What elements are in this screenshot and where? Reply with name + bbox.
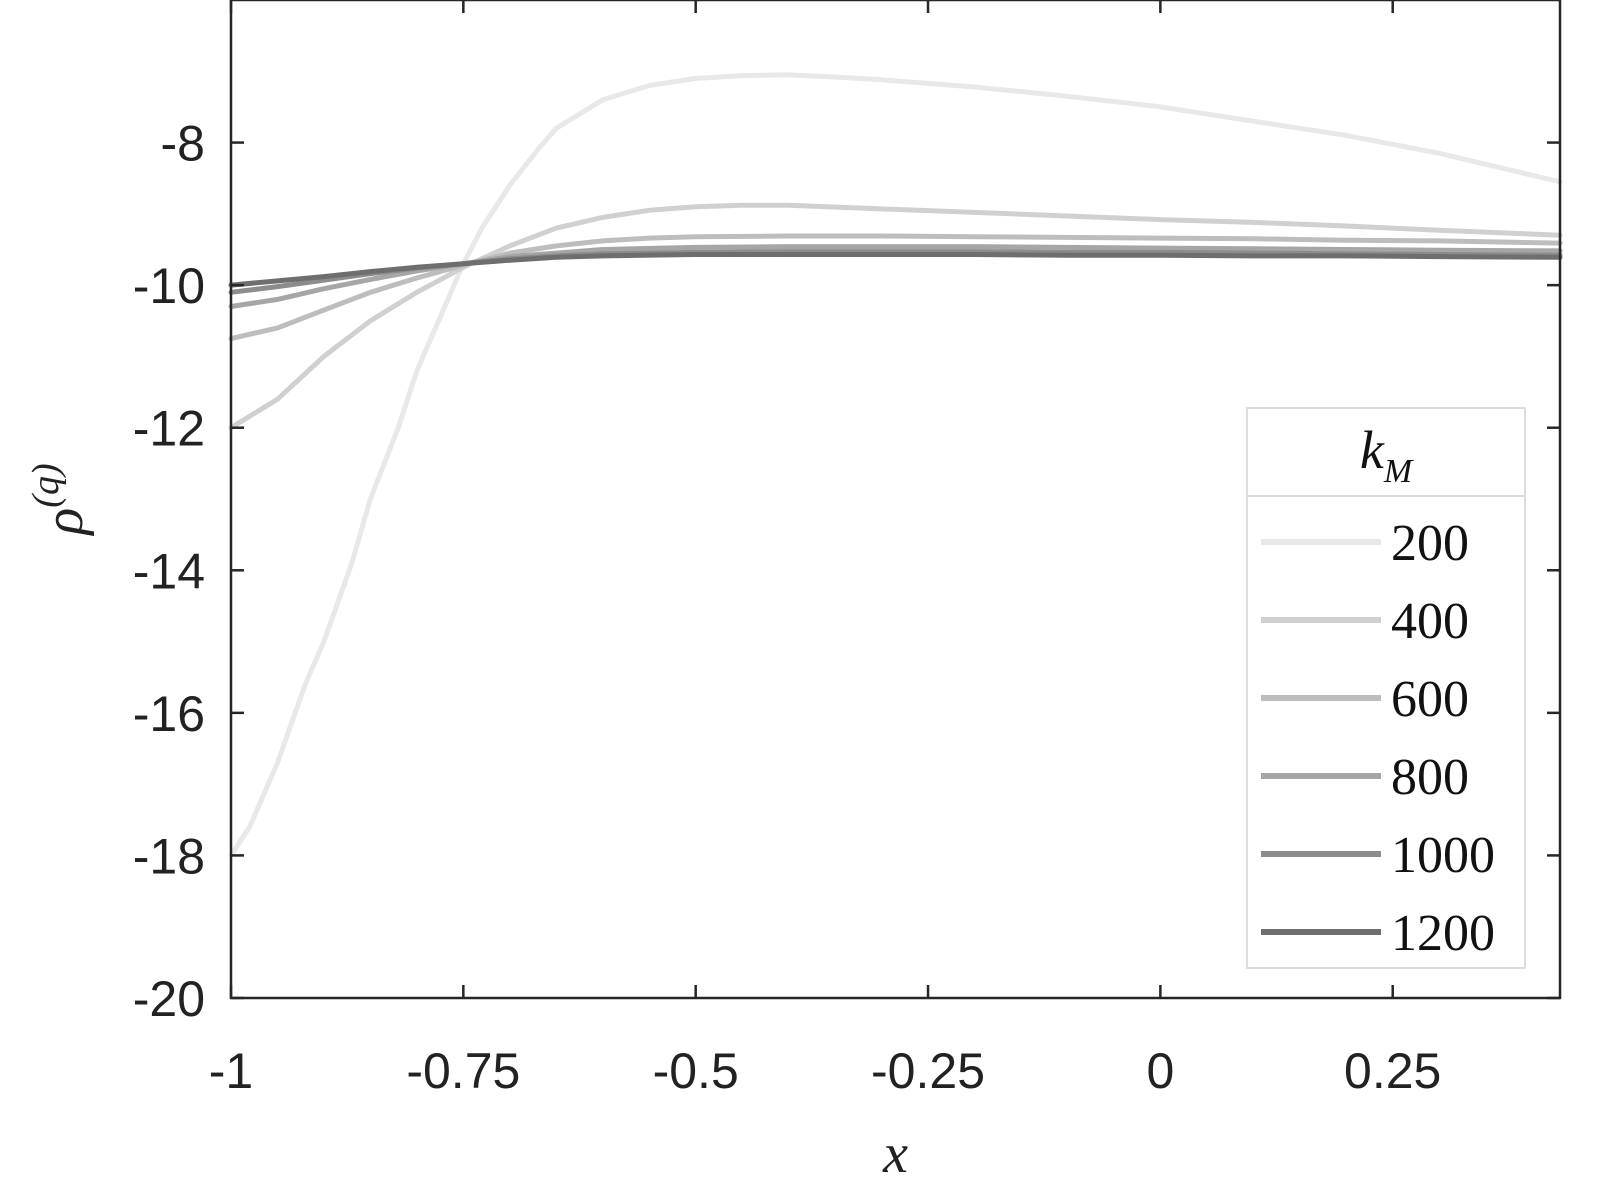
y-axis-label: ρ(q) [25, 463, 95, 536]
series-line-400 [228, 202, 1563, 431]
series-lines [228, 72, 1563, 858]
y-tick-labels: -20 -18 -16 -14 -12 -10 -8 [133, 116, 205, 1027]
legend-label-600: 600 [1391, 671, 1469, 728]
legend-title-subscript: M [1383, 453, 1414, 490]
y-tick-label: -20 [133, 971, 205, 1027]
legend-title-base: k [1360, 420, 1385, 480]
y-tick-label: -12 [133, 401, 205, 457]
series-line-200 [228, 72, 1563, 858]
x-tick-label: -0.5 [653, 1043, 739, 1099]
y-axis-label-superscript: (q) [25, 463, 67, 507]
x-tick-labels: -1 -0.75 -0.5 -0.25 0 0.25 [209, 1043, 1442, 1099]
legend-label-1000: 1000 [1391, 827, 1495, 884]
legend-box [1246, 407, 1526, 969]
x-tick-label: 0 [1146, 1043, 1174, 1099]
legend-label-800: 800 [1391, 749, 1469, 806]
x-axis-label: x [882, 1123, 908, 1185]
y-tick-label: -10 [133, 258, 205, 314]
y-tick-label: -16 [133, 686, 205, 742]
series-line-800 [228, 244, 1563, 309]
plot-frame [229, 0, 1562, 1000]
legend-label-200: 200 [1391, 515, 1469, 572]
x-tick-label: -0.75 [406, 1043, 520, 1099]
y-axis-label-base: ρ [33, 508, 95, 537]
svg-text:ρ(q): ρ(q) [25, 463, 95, 536]
axis-ticks [229, 0, 1560, 1000]
series-line-1200 [228, 252, 1563, 288]
legend-items: 200 400 600 800 1000 1200 [1261, 515, 1495, 962]
legend-label-400: 400 [1391, 593, 1469, 650]
legend: kM 200 400 600 800 1000 1200 [1246, 407, 1526, 969]
legend-label-1200: 1200 [1391, 905, 1495, 962]
y-tick-label: -14 [133, 543, 205, 599]
y-tick-label: -8 [161, 116, 205, 172]
x-tick-label: -0.25 [871, 1043, 985, 1099]
y-tick-label: -18 [133, 828, 205, 884]
legend-title: kM [1360, 420, 1414, 490]
x-tick-label: 0.25 [1344, 1043, 1441, 1099]
series-line-600 [228, 233, 1563, 342]
x-tick-label: -1 [209, 1043, 253, 1099]
